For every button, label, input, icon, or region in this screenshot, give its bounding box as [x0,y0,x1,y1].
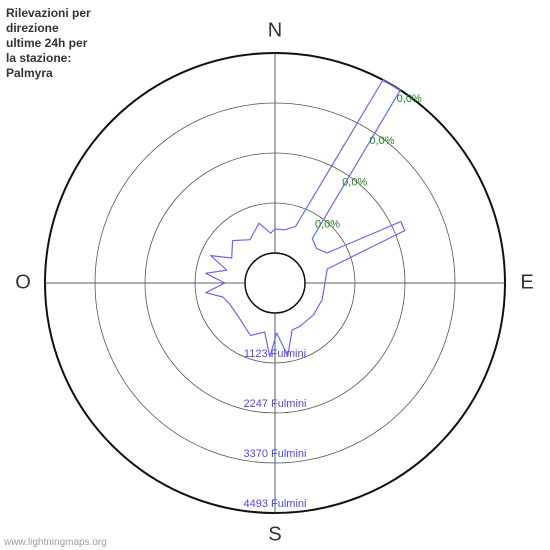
wind-rose-polygon [206,80,405,357]
cardinal-N: N [268,19,282,41]
percent-label: 0,0% [397,93,422,105]
cardinal-O: O [15,271,31,293]
percent-label: 0,0% [342,177,367,189]
ring-label: 3370 Fulmini [244,448,307,460]
percent-label: 0,0% [369,135,394,147]
ring-label: 1123 Fulmini [244,348,306,360]
ring-label: 4493 Fulmini [244,498,307,510]
cardinal-S: S [268,523,281,545]
footer-attribution: www.lightningmaps.org [4,537,107,548]
polar-chart: 1123 Fulmini 2247 Fulmini 3370 Fulmini 4493… [0,0,550,550]
cardinal-E: E [520,271,533,293]
ring-label: 2247 Fulmini [244,398,307,410]
center-circle [245,253,305,313]
percent-label: 0,0% [315,219,340,231]
